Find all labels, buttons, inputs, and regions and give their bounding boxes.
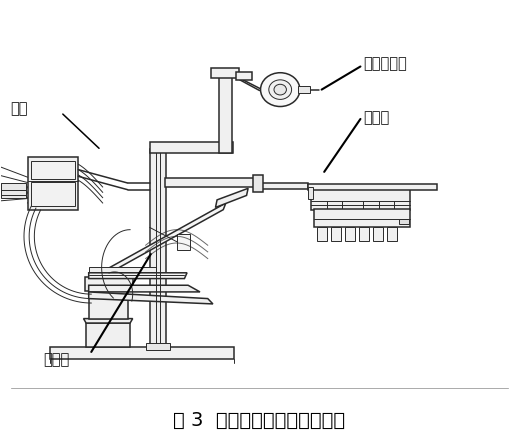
Polygon shape <box>89 273 187 279</box>
Bar <box>399 219 408 224</box>
Polygon shape <box>215 188 248 207</box>
Polygon shape <box>89 292 213 304</box>
Text: 器械盘: 器械盘 <box>363 110 389 125</box>
Bar <box>28 157 78 210</box>
Bar <box>1 195 25 198</box>
Bar <box>387 227 397 241</box>
Text: 图 3  牙科综合治疗机整体结构: 图 3 牙科综合治疗机整体结构 <box>173 411 346 430</box>
Bar <box>253 175 263 192</box>
Bar <box>298 86 310 93</box>
Bar <box>308 184 437 190</box>
Bar <box>86 323 130 347</box>
Bar <box>346 227 355 241</box>
Bar <box>146 343 170 350</box>
Bar <box>373 227 383 241</box>
Bar <box>318 227 327 241</box>
Bar <box>211 68 239 78</box>
Bar <box>150 142 233 153</box>
Bar <box>219 75 231 153</box>
Bar <box>150 149 166 347</box>
Bar <box>1 190 25 196</box>
Bar <box>1 182 25 190</box>
Bar <box>311 188 409 210</box>
Bar <box>261 182 308 189</box>
Polygon shape <box>89 285 200 292</box>
Bar <box>332 227 341 241</box>
Bar <box>165 178 256 187</box>
Bar <box>31 161 75 178</box>
Circle shape <box>269 80 292 99</box>
Circle shape <box>261 73 300 107</box>
Text: 口腔冷光灯: 口腔冷光灯 <box>363 56 407 71</box>
Circle shape <box>274 84 286 95</box>
Bar <box>314 209 409 227</box>
Bar <box>176 234 189 250</box>
Polygon shape <box>84 318 133 323</box>
Bar <box>308 187 313 198</box>
Bar <box>89 290 128 318</box>
Polygon shape <box>102 203 226 277</box>
Text: 侧箱: 侧箱 <box>10 101 28 116</box>
Bar <box>31 182 75 206</box>
Bar <box>359 227 368 241</box>
Text: 牙科椅: 牙科椅 <box>43 352 70 368</box>
Bar <box>50 347 234 359</box>
Bar <box>85 277 133 291</box>
Bar <box>236 72 252 80</box>
Polygon shape <box>89 267 156 272</box>
